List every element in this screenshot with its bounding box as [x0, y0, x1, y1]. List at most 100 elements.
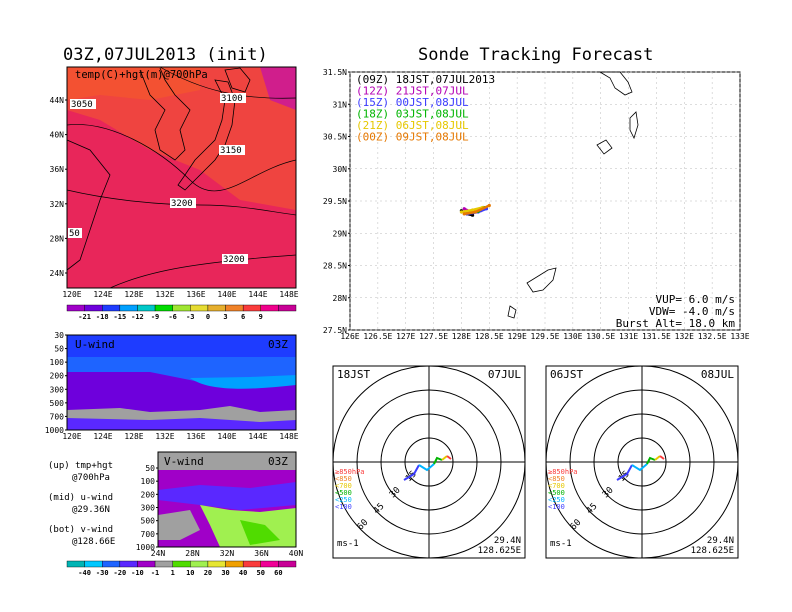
track-xtick: 130.5E: [586, 332, 615, 341]
hodo-level-legend: <100: [548, 503, 565, 511]
wind-colorbar-swatch: [66, 560, 85, 568]
hodo-time: 18JST: [337, 368, 370, 381]
china-coast: [66, 139, 111, 271]
hodo-level-legend: <250: [335, 496, 352, 504]
temp-colorbar-tick: -6: [168, 313, 176, 321]
track-legend-item: (00Z) 09JST,08JUL: [356, 131, 469, 144]
wind-colorbar-tick: 30: [221, 569, 229, 577]
u-xtick: 124E: [93, 432, 112, 441]
track-point: [462, 207, 466, 211]
contour-3150: [66, 124, 297, 192]
track-ytick: 27.5N: [323, 326, 347, 335]
japan-coast: [177, 79, 236, 191]
temp-colorbar-swatch: [102, 304, 121, 312]
track-legend-item: (12Z) 21JST,07JUL: [356, 85, 469, 98]
u-ytick: 50: [54, 345, 64, 354]
wind-colorbar-swatch: [84, 560, 103, 568]
contour-label-3150: 3150: [220, 146, 242, 156]
v-xtick: 40N: [289, 549, 304, 558]
track-ytick: 30.5N: [323, 133, 347, 142]
contour-label-3200b: 3200: [223, 255, 245, 265]
v-wind-label: V-wind: [164, 455, 204, 468]
amami-coast: [526, 267, 557, 293]
temp-colorbar-tick: -9: [151, 313, 159, 321]
u-wind-jet-core: [190, 375, 296, 389]
track-point: [470, 213, 475, 217]
track-ytick: 29.5N: [323, 197, 347, 206]
hodo-lat: 29.4N: [707, 536, 734, 546]
hodo-trace: [646, 456, 656, 465]
track-xtick: 132E: [675, 332, 694, 341]
v-ytick: 300: [141, 504, 156, 513]
temp-ytick: 40N: [50, 131, 65, 140]
track-legend-item: (18Z) 03JST,08JUL: [356, 108, 469, 121]
v-wind-panel: V-wind 03Z 50 100 200 300 500 700 1000 24N 28N 3…: [136, 451, 304, 558]
u-xtick: 128E: [124, 432, 143, 441]
hodo-unit: ms-1: [550, 539, 572, 549]
u-wind-time: 03Z: [268, 338, 288, 351]
track-xtick: 131E: [619, 332, 638, 341]
legend-bot-level: @128.66E: [72, 537, 115, 547]
u-wind-label: U-wind: [75, 338, 115, 351]
u-ytick: 500: [50, 399, 65, 408]
wind-colorbar-tick: 50: [257, 569, 265, 577]
temp-colorbar: -21 -18 -15 -12 -9 -6 -3 0 3 6 9: [66, 304, 297, 321]
v-wind-mid-band: [158, 482, 296, 510]
temp-xtick: 140E: [217, 290, 236, 299]
u-ytick: 30: [54, 331, 64, 340]
temp-colorbar-tick: 0: [206, 313, 210, 321]
temp-xtick: 124E: [93, 290, 112, 299]
temp-colorbar-swatch: [260, 304, 279, 312]
hodo-lon: 128.625E: [478, 546, 521, 556]
temp-colorbar-swatch: [207, 304, 226, 312]
u-ytick: 200: [50, 372, 65, 381]
temp-colorbar-swatch: [278, 304, 297, 312]
v-xtick: 36N: [254, 549, 269, 558]
v-ytick: 200: [141, 490, 156, 499]
wind-colorbar-tick: -10: [131, 569, 144, 577]
wind-colorbar: -40 -30 -20 -10 -1 1 10 20 30 40 50 60: [66, 560, 297, 577]
u-wind-frame: [66, 334, 297, 431]
temp-colorbar-swatch: [154, 304, 173, 312]
temp-colorbar-tick: 3: [223, 313, 227, 321]
v-ytick: 700: [141, 530, 156, 539]
track-map: 126E 126.5E 127E 127.5E 128E 128.5E 129E 129.5E…: [323, 68, 750, 341]
yakushima-coast: [596, 139, 613, 155]
temp-colorbar-swatch: [137, 304, 156, 312]
hodo-level-legend: <850: [335, 475, 352, 483]
track-xtick: 130E: [563, 332, 582, 341]
hodo-lon: 128.625E: [691, 546, 734, 556]
wind-colorbar-tick: 60: [274, 569, 282, 577]
contour-3100: [159, 66, 297, 99]
temp-xtick: 148E: [279, 290, 298, 299]
temp-colorbar-swatch: [66, 304, 85, 312]
contour-label-3200: 3200: [171, 199, 193, 209]
temp-colorbar-swatch: [225, 304, 244, 312]
v-wind-positive-core: [240, 520, 280, 545]
temp-colorbar-tick: -3: [186, 313, 194, 321]
wind-colorbar-tick: -30: [96, 569, 109, 577]
track-legend-item: (15Z) 00JST,08JUL: [356, 96, 469, 109]
contour-3200: [66, 189, 297, 216]
u-xtick: 140E: [217, 432, 236, 441]
wind-colorbar-swatch: [172, 560, 191, 568]
korea-coast: [139, 67, 191, 161]
hodo-level-legend: <100: [335, 503, 352, 511]
track-ytick: 29N: [333, 229, 348, 238]
track-legend-item: (09Z) 18JST,07JUL2013: [356, 73, 495, 86]
panel-legend: (up) tmp+hgt @700hPa (mid) u-wind @29.36…: [48, 461, 115, 547]
track-ytick: 28.5N: [323, 262, 347, 271]
track-point: [459, 210, 464, 214]
wind-colorbar-tick: 20: [204, 569, 212, 577]
wind-colorbar-swatch: [137, 560, 156, 568]
v-wind-neutral: [158, 510, 200, 540]
wind-colorbar-swatch: [119, 560, 138, 568]
legend-up-level: @700hPa: [72, 473, 110, 483]
hodo-trace: [631, 463, 648, 472]
temp-xtick: 128E: [124, 290, 143, 299]
hodo-level-legend: ≥850hPa: [548, 468, 578, 476]
track-point: [487, 203, 491, 208]
temp-colorbar-swatch: [119, 304, 138, 312]
